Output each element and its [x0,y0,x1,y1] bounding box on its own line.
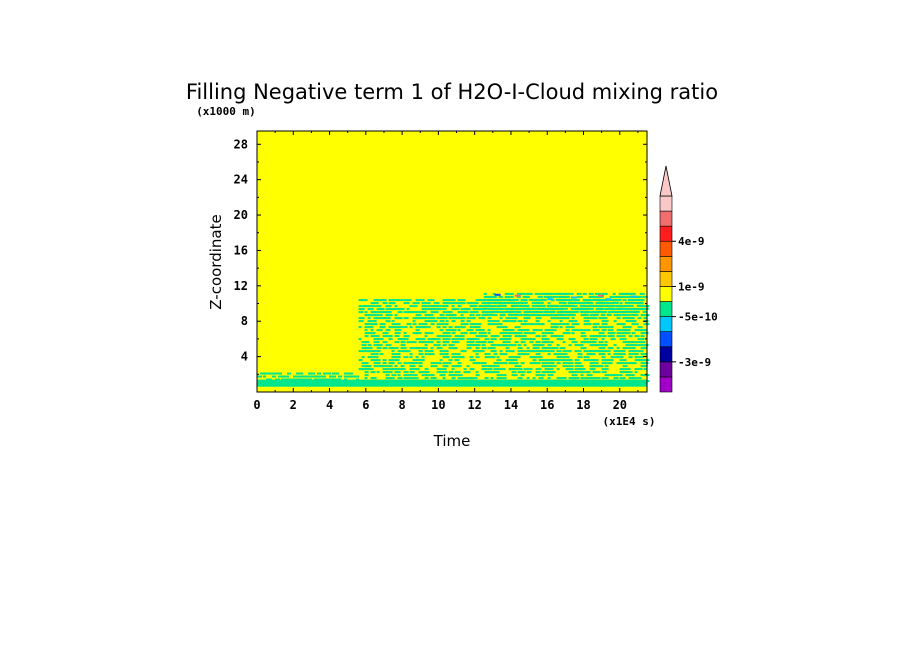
y-axis-label: Z-coordinate [207,214,225,309]
chart-title: Filling Negative term 1 of H2O-I-Cloud m… [186,80,718,104]
x-tick-label: 10 [431,398,445,412]
colorbar-segment [659,346,673,363]
x-tick-label: 20 [613,398,627,412]
speck-3 [630,295,637,298]
x-tick-label: 8 [398,398,405,412]
speck-2 [605,298,612,301]
y-tick-label: 4 [241,350,248,364]
colorbar-segment [659,376,673,393]
region-2 [483,292,649,316]
plot-area [257,131,650,392]
x-tick-label: 14 [504,398,518,412]
colorbar: -3e-9 -5e-10 1e-9 4e-9 [659,165,718,393]
colorbar-segment [659,225,673,242]
x-tick-label: 4 [326,398,333,412]
y-tick-label: 24 [234,173,248,187]
x-multiplier-label: (x1E4 s) [603,415,656,428]
x-tick-label: 12 [467,398,481,412]
speck-6 [514,294,521,297]
y-tick-label: 20 [234,208,248,222]
colorbar-segment [659,361,673,378]
speck-5 [598,294,605,297]
y-tick-label: 8 [241,314,248,328]
colorbar-segment [659,286,673,302]
colorbar-extend-arrow [659,165,673,197]
colorbar-segment [659,240,673,257]
x-tick-label: 0 [253,398,260,412]
x-tick-label: 6 [362,398,369,412]
surface-band [257,379,647,387]
plot-frame [256,130,648,393]
x-tick-label: 2 [290,398,297,412]
y-axis: 4 8 12 16 20 24 28 [234,137,647,375]
region-0 [257,372,360,387]
colorbar-segment [659,301,673,317]
y-tick-label: 28 [234,137,248,151]
x-axis: 0 2 4 6 8 10 12 14 16 18 20 [253,131,639,412]
x-tick-label: 18 [576,398,590,412]
y-tick-label: 12 [234,279,248,293]
colorbar-label: 1e-9 [678,280,705,293]
colorbar-segment [659,210,673,227]
colorbar-segment [659,331,673,348]
colorbar-segment [659,256,673,272]
colorbar-label: -5e-10 [678,311,718,324]
colorbar-segment [659,195,673,212]
colorbar-segment [659,271,673,287]
x-axis-label: Time [433,432,471,450]
colorbar-label: -3e-9 [678,356,711,369]
y-tick-label: 16 [234,243,248,257]
speck-1 [570,296,577,299]
colorbar-segment [659,316,673,332]
x-tick-label: 16 [540,398,554,412]
plot-background [257,131,647,392]
colorbar-label: 4e-9 [678,235,705,248]
speck-0 [547,298,554,301]
speck-4 [494,293,501,296]
y-multiplier-label: (x1000 m) [196,105,256,118]
